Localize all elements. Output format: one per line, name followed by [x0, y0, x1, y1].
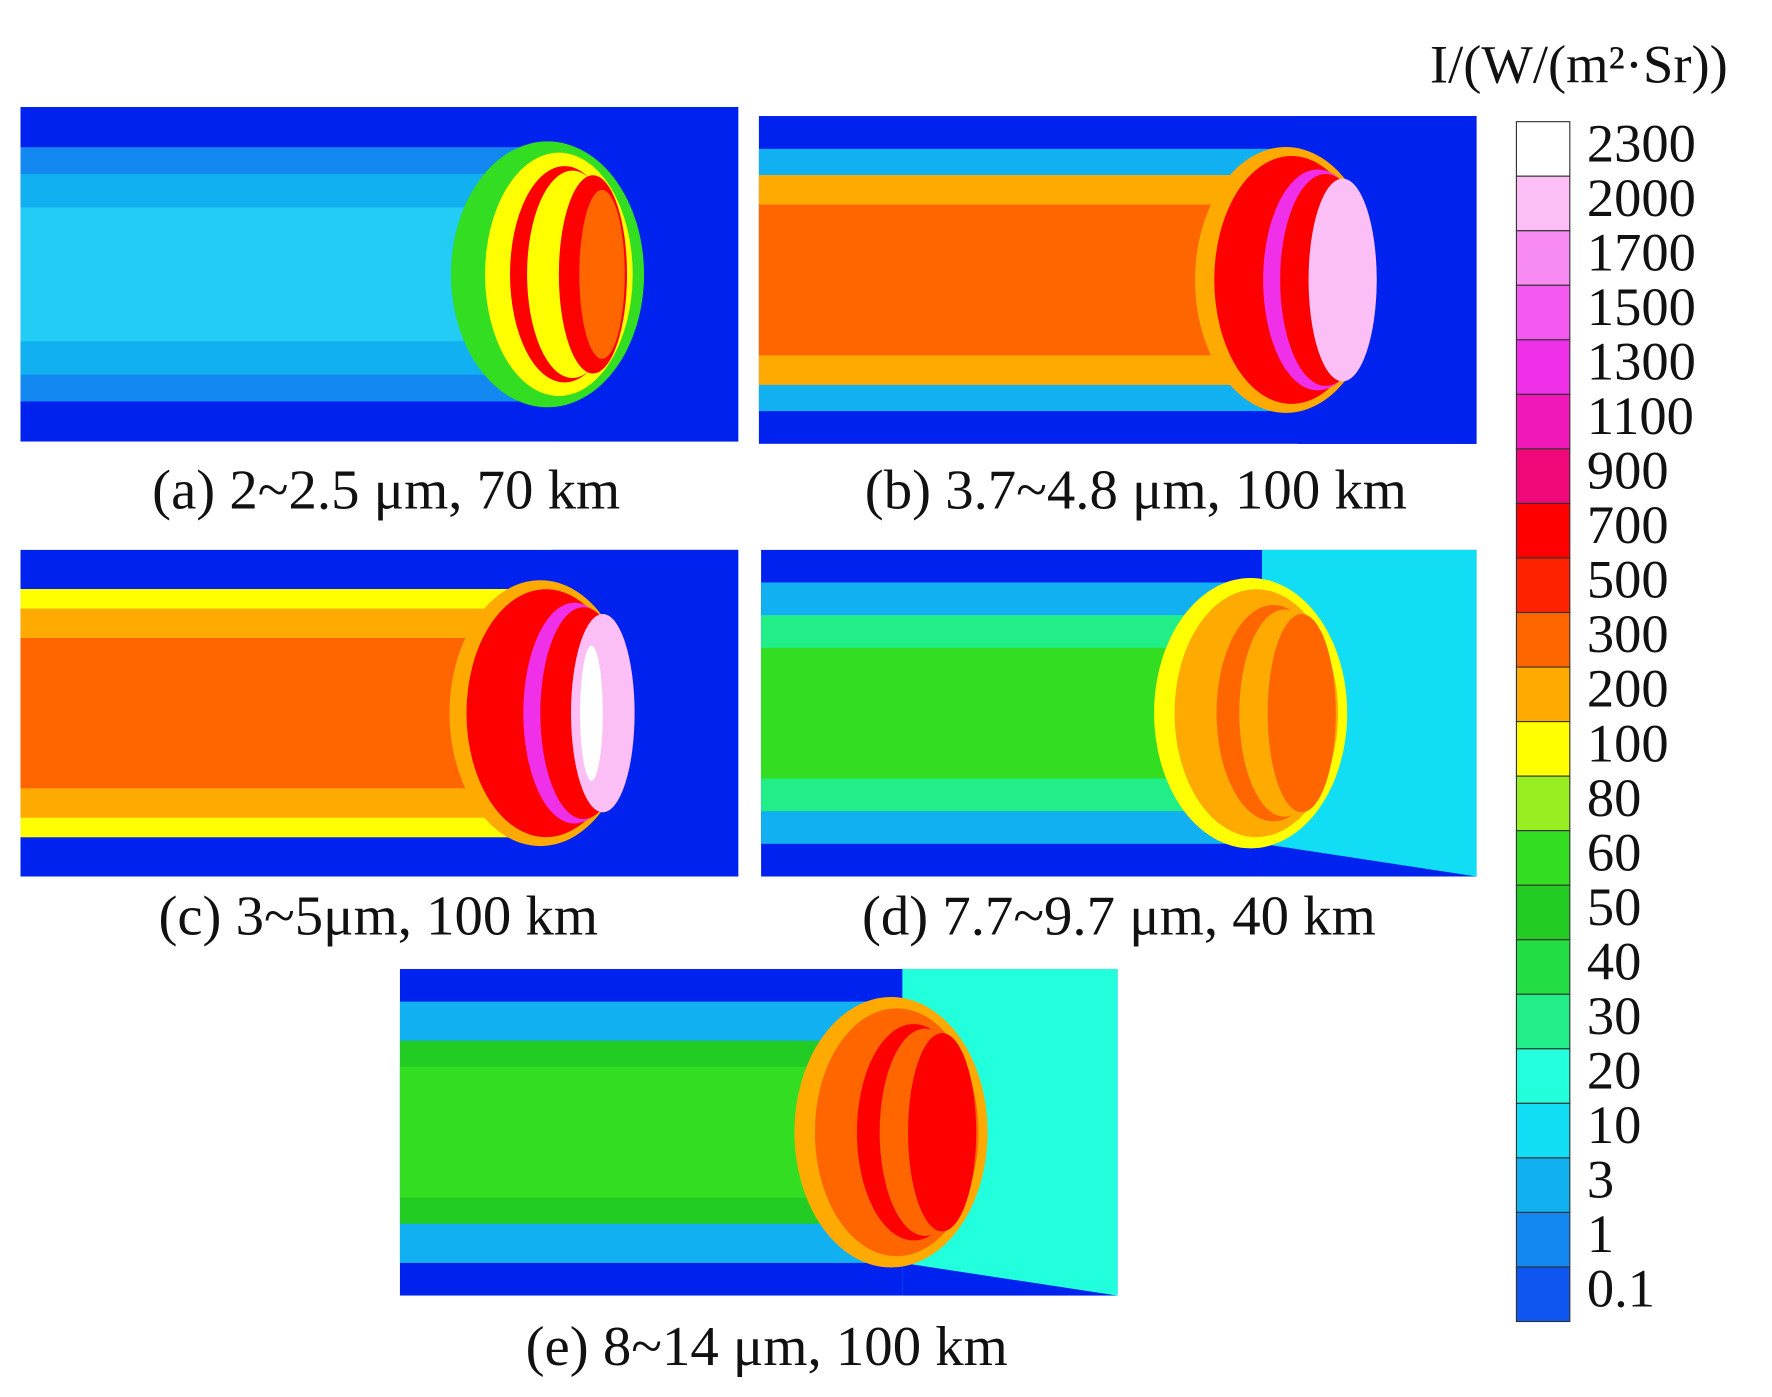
colorbar-swatch — [1515, 557, 1571, 614]
colorbar-label: 1300 — [1587, 332, 1696, 392]
colorbar-swatch — [1515, 339, 1571, 395]
heatmap — [758, 116, 1477, 444]
nozzle-ring — [908, 1033, 977, 1232]
colorbar-label: 50 — [1587, 877, 1642, 937]
colorbar-label: 1500 — [1587, 277, 1696, 337]
panel-caption: (d) 7.7~9.7 μm, 40 km — [862, 886, 1376, 948]
colorbar-swatch — [1515, 230, 1571, 286]
colorbar-swatch — [1515, 284, 1571, 341]
panel-caption: (e) 8~14 μm, 100 km — [526, 1316, 1008, 1378]
colorbar-label: 1100 — [1587, 386, 1694, 446]
colorbar-label: 80 — [1587, 768, 1642, 828]
panel-caption: (c) 3~5μm, 100 km — [158, 886, 598, 948]
colorbar-label: 10 — [1587, 1095, 1642, 1155]
heatmap-panel — [20, 549, 739, 877]
colorbar-label: 2300 — [1587, 114, 1696, 174]
colorbar-swatch — [1515, 448, 1571, 505]
colorbar-swatch — [1515, 393, 1571, 450]
colorbar-swatch — [1515, 1048, 1571, 1104]
colorbar-swatch — [1515, 939, 1571, 995]
heatmap-panel — [761, 549, 1477, 877]
colorbar-swatch — [1515, 1266, 1571, 1323]
colorbar-label: 1700 — [1587, 223, 1696, 283]
colorbar-swatch — [1515, 884, 1571, 941]
colorbar-swatch — [1515, 721, 1571, 777]
colorbar-label: 3 — [1587, 1150, 1614, 1210]
heatmap-panel — [20, 107, 739, 442]
colorbar-swatch — [1515, 775, 1571, 832]
nozzle-ring — [580, 645, 603, 781]
colorbar-label: 900 — [1587, 441, 1669, 501]
colorbar-swatch — [1515, 1157, 1571, 1214]
colorbar-swatch — [1515, 993, 1571, 1050]
colorbar-label: 0.1 — [1587, 1259, 1655, 1319]
colorbar-label: 100 — [1587, 713, 1669, 773]
colorbar-label: 500 — [1587, 550, 1669, 610]
colorbar-swatch — [1515, 1211, 1571, 1268]
heatmap-panel — [758, 116, 1477, 444]
nozzle-ring — [1308, 178, 1377, 382]
panel-caption: (b) 3.7~4.8 μm, 100 km — [865, 460, 1407, 522]
colorbar-label: 1 — [1587, 1204, 1614, 1264]
colorbar-swatch — [1515, 502, 1571, 559]
heatmap — [761, 549, 1477, 877]
tail-edge — [1261, 843, 1477, 877]
nozzle-ring — [1267, 614, 1336, 813]
panel-caption: (a) 2~2.5 μm, 70 km — [152, 460, 620, 522]
colorbar-swatch — [1515, 830, 1571, 886]
colorbar-label: 700 — [1587, 495, 1669, 555]
colorbar-label: 200 — [1587, 659, 1669, 719]
colorbar-label: 2000 — [1587, 168, 1696, 228]
heatmap — [399, 968, 1118, 1296]
tail-edge — [551, 843, 739, 877]
colorbar-title: I/(W/(m²·Sr)) — [1430, 34, 1728, 94]
nozzle-ring — [579, 189, 625, 359]
colorbar-label: 20 — [1587, 1041, 1642, 1101]
heatmap — [20, 107, 739, 442]
colorbar-label: 60 — [1587, 823, 1642, 883]
colorbar-label: 30 — [1587, 986, 1642, 1046]
colorbar-label: 40 — [1587, 932, 1642, 992]
heatmap — [20, 549, 739, 877]
colorbar-label: 300 — [1587, 604, 1669, 664]
colorbar-swatch — [1515, 121, 1571, 177]
colorbar-swatch — [1515, 175, 1571, 232]
colorbar-swatch — [1515, 611, 1571, 668]
colorbar-swatch — [1515, 666, 1571, 723]
heatmap-panel — [399, 968, 1118, 1296]
colorbar-swatch — [1515, 1102, 1571, 1159]
